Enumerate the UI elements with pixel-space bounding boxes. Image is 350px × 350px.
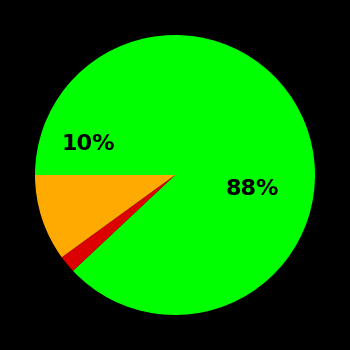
- Wedge shape: [35, 175, 175, 257]
- Text: 10%: 10%: [62, 134, 115, 154]
- Wedge shape: [35, 35, 315, 315]
- Text: 88%: 88%: [225, 179, 279, 199]
- Wedge shape: [62, 175, 175, 271]
